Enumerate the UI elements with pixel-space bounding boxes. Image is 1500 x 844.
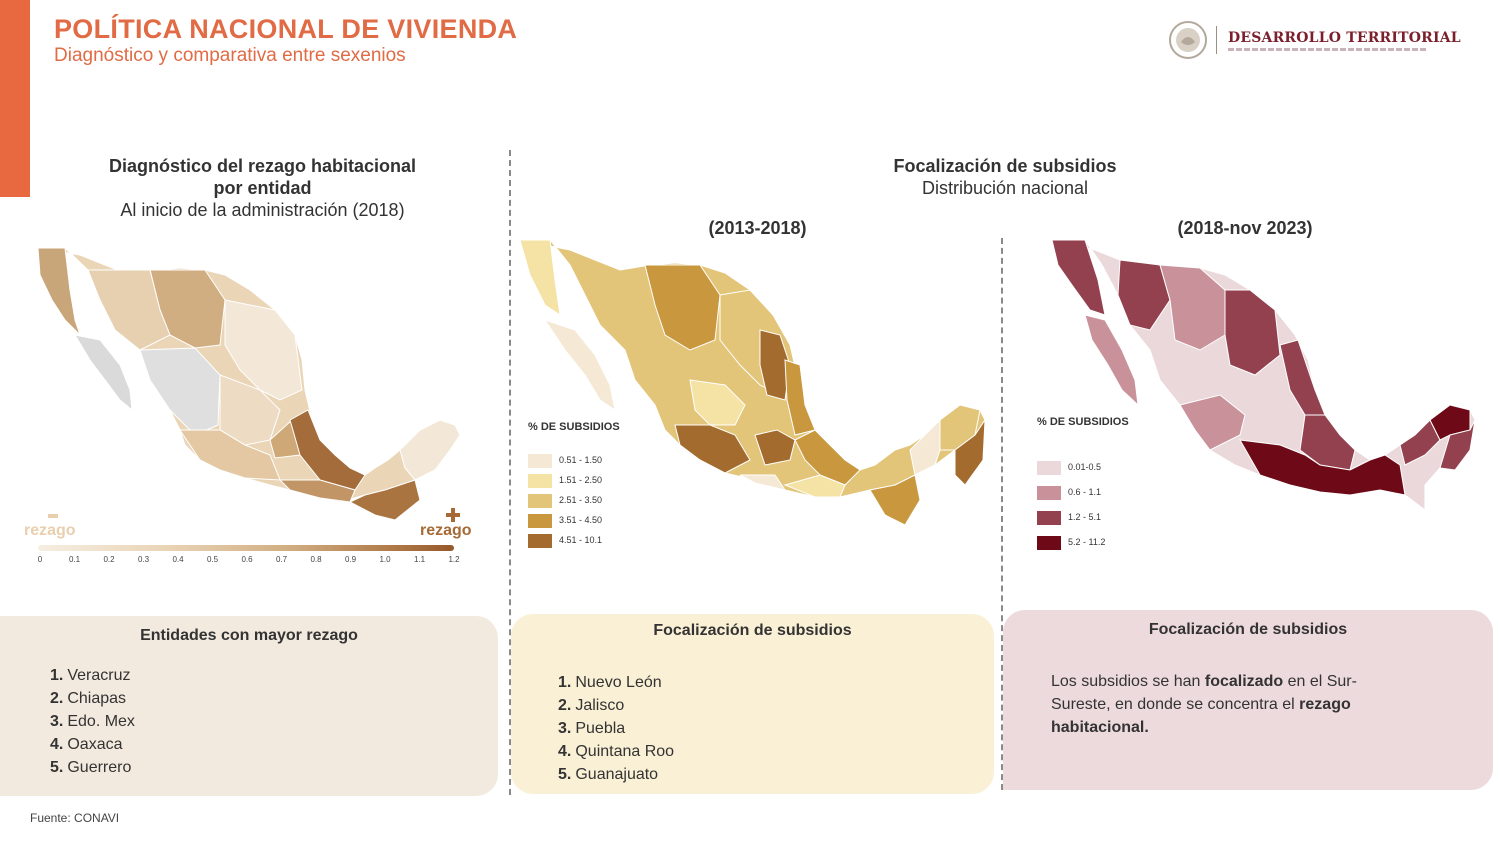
subsidios-2018-legend-swatch [1037,461,1061,475]
scale-gradient-bar [38,545,454,551]
scale-tick-label: 0.5 [206,555,219,564]
subsidios-2013-legend-label: 2.51 - 3.50 [559,495,603,505]
rezago-ranking-title: Entidades con mayor rezago [140,627,358,644]
scale-max-label: rezago [420,522,472,539]
subsidios-2013-legend-label: 0.51 - 1.50 [559,455,603,465]
focal-2013-list: 1. Nuevo León 2. Jalisco 3. Puebla 4. Quintana … [558,671,674,786]
subsidios-2013-legend-swatch [528,474,552,488]
map-rezago-2018 [37,247,461,521]
rezago-list-item: 1. Veracruz [50,664,135,687]
focal-2018-box: Focalización de subsidios Los subsidios … [1003,610,1493,790]
scale-plus-sign [446,508,460,522]
panel-divider-right [1001,238,1003,790]
subsidios-2018-legend-swatch [1037,486,1061,500]
map-subsidios-2018-2023 [1051,239,1476,511]
rezago-rank-number: 4. [50,736,64,753]
focal-2013-rank-number: 4. [558,743,572,760]
subsidios-2018-legend-swatch [1037,536,1061,550]
focal-2013-state-name: Nuevo León [575,674,662,691]
focal-2018-text: Los subsidios se han focalizado en el Su… [1051,673,1357,736]
logo-divider [1216,26,1217,54]
focal-2013-state-name: Puebla [575,720,626,737]
scale-tick-label: 0.4 [172,555,184,564]
subsidios-2013-legend-swatch [528,494,552,508]
subsidios-2018-legend-label: 5.2 - 11.2 [1068,537,1106,547]
accent-bar [0,0,30,197]
scale-tick-label: 0.8 [310,555,322,564]
scale-tick-label: 0.6 [241,555,253,564]
focal-2013-rank-number: 2. [558,697,572,714]
scale-tick-label: 1.0 [379,555,391,564]
subsidios-2018-legend-label: 1.2 - 5.1 [1068,512,1102,522]
page-subtitle: Diagnóstico y comparativa entre sexenios [54,45,406,66]
subsidios-2018-legend-label: 0.01-0.5 [1068,462,1102,472]
rezago-color-scale: 0 0.1 0.2 0.3 0.4 0.5 0.6 0.7 0.8 0.9 1.0 1.1 1.2 [37,545,460,569]
rezago-ranking-box: Entidades con mayor rezago 1. Veracruz 2. C… [0,616,498,796]
rezago-rank-number: 3. [50,713,64,730]
rezago-rank-number: 2. [50,690,64,707]
panel-divider-left [509,150,511,795]
page-title: POLÍTICA NACIONAL DE VIVIENDA [54,14,518,44]
logo: DESARROLLO TERRITORIAL [1168,20,1461,60]
rezago-rank-number: 5. [50,759,64,776]
subsidios-2013-legend-swatch [528,514,552,528]
scale-tick-label: 0 [37,555,43,564]
period-2013-2018: (2013-2018) [708,218,807,238]
scale-minus-sign [48,514,58,518]
focal-2018-title: Focalización de subsidios [1148,621,1348,638]
scale-tick-label: 1.2 [448,555,460,564]
focal-2013-list-item: 1. Nuevo León [558,671,674,694]
scale-tick-label: 1.1 [413,555,426,564]
scale-tick-label: 0.1 [68,555,81,564]
subsidios-2013-legend-label: 1.51 - 2.50 [559,475,603,485]
focal-2013-box: Focalización de subsidios 1. Nuevo León 2.… [511,614,994,794]
scale-min-label: rezago [24,522,76,539]
rezago-list-item: 3. Edo. Mex [50,710,135,733]
scale-tick-label: 0.7 [275,555,288,564]
subsidios-2018-legend-swatch [1037,511,1061,525]
focal-2013-rank-number: 3. [558,720,572,737]
subsidios-2013-legend-label: 3.51 - 4.50 [559,515,603,525]
logo-subtext-graphic [1228,48,1428,51]
scale-tick-label: 0.9 [344,555,357,564]
rezago-state-name: Chiapas [67,690,127,707]
map-subsidios-2013-2018 [519,239,986,526]
scale-tick-label: 0.3 [137,555,150,564]
subsidios-2013-legend-label: 4.51 - 10.1 [559,535,603,545]
rezago-list-item: 2. Chiapas [50,687,135,710]
legend-title-2018: % DE SUBSIDIOS [1037,416,1129,428]
focal-2013-title: Focalización de subsidios [653,622,852,639]
rezago-state-name: Oaxaca [67,736,123,753]
focal-2013-list-item: 5. Guanajuato [558,763,674,786]
period-2018-2023: (2018-nov 2023) [1177,218,1313,238]
focal-2013-state-name: Quintana Roo [575,743,675,760]
rezago-state-name: Veracruz [67,667,131,684]
legend-title-2013: % DE SUBSIDIOS [528,421,620,433]
rezago-list-item: 5. Guerrero [50,756,135,779]
rezago-state-name: Guerrero [67,759,132,776]
subsidios-2013-legend-swatch [528,454,552,468]
rezago-list-item: 4. Oaxaca [50,733,135,756]
rezago-state-name: Edo. Mex [67,713,135,730]
subsidios-2018-legend-label: 0.6 - 1.1 [1068,487,1102,497]
focal-2013-list-item: 2. Jalisco [558,694,674,717]
focal-2013-state-name: Guanajuato [575,766,659,783]
rezago-ranking-list: 1. Veracruz 2. Chiapas 3. Edo. Mex 4. Oaxaca 5. G… [50,664,135,779]
focalizacion-title: Focalización de subsidios Distribución n… [893,156,1117,198]
national-seal-icon [1169,21,1207,59]
focal-2013-list-item: 3. Puebla [558,717,674,740]
scale-tick-label: 0.2 [103,555,115,564]
focal-2013-list-item: 4. Quintana Roo [558,740,674,763]
focal-2013-rank-number: 1. [558,674,572,691]
focal-2013-state-name: Jalisco [575,697,625,714]
focal-2013-rank-number: 5. [558,766,572,783]
rezago-title: Diagnóstico del rezago habitacional por … [108,156,417,220]
source-note: Fuente: CONAVI [30,811,120,825]
rezago-rank-number: 1. [50,667,64,684]
subsidios-2013-legend-swatch [528,534,552,548]
logo-text: DESARROLLO TERRITORIAL [1228,30,1461,46]
